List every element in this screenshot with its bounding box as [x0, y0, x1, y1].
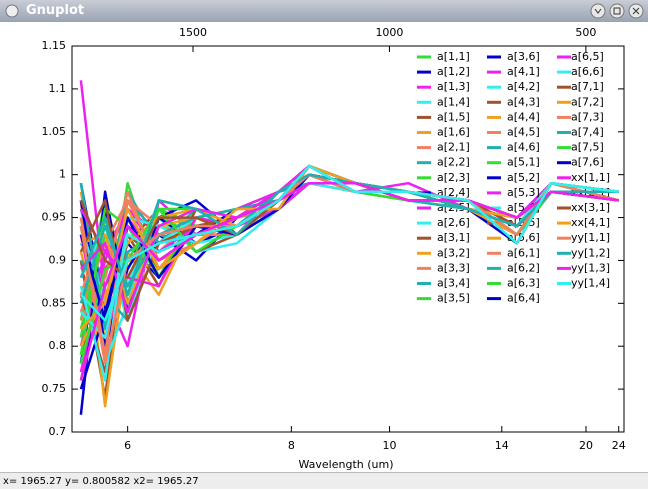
x-tick-label: 8 — [288, 439, 295, 452]
x-tick-label: 6 — [124, 439, 131, 452]
x2-tick-label: 1000 — [375, 26, 403, 39]
x-tick-label: 14 — [495, 439, 509, 452]
legend-label: a[7,5] — [571, 141, 604, 154]
legend-label: a[1,2] — [437, 65, 470, 78]
window-title: Gnuplot — [26, 3, 85, 18]
y-tick-label: 1.05 — [42, 125, 67, 138]
legend-label: a[4,6] — [507, 141, 540, 154]
legend-label: a[3,5] — [437, 292, 470, 305]
legend-label: yy[1,1] — [571, 231, 610, 244]
title-bar: Gnuplot — [0, 0, 648, 22]
legend-label: a[7,3] — [571, 110, 604, 123]
legend-label: a[6,2] — [507, 261, 540, 274]
y-tick-label: 1.1 — [49, 82, 67, 95]
plot-frame — [71, 45, 625, 433]
data-line — [79, 181, 619, 381]
x-tick-label: 24 — [612, 439, 626, 452]
legend-label: a[2,4] — [437, 186, 470, 199]
legend-label: a[5,1] — [507, 156, 540, 169]
y-tick-label: 0.7 — [49, 425, 67, 438]
legend-label: a[1,1] — [437, 50, 470, 63]
x2-tick-label: 1500 — [179, 26, 207, 39]
legend-label: a[4,4] — [507, 110, 540, 123]
legend-label: a[7,2] — [571, 95, 604, 108]
legend-label: xx[4,1] — [571, 216, 610, 229]
chart: Wavelength (um) 0.7 0.75 0.8 0.85 0.9 0.95 1 1.… — [42, 26, 626, 471]
legend-label: a[3,2] — [437, 246, 470, 259]
x-tick-label: 20 — [579, 439, 593, 452]
legend-label: a[2,3] — [437, 171, 470, 184]
legend-label: a[5,3] — [507, 186, 540, 199]
x-axis-label: Wavelength (um) — [298, 458, 393, 471]
legend-label: a[1,4] — [437, 95, 470, 108]
y-tick-label: 0.75 — [42, 382, 67, 395]
legend-label: yy[1,3] — [571, 261, 610, 274]
legend-label: a[7,1] — [571, 80, 604, 93]
legend-label: a[1,6] — [437, 126, 470, 139]
app-icon — [5, 4, 19, 18]
status-bar: x= 1965.27 y= 0.800582 x2= 1965.27 — [0, 472, 648, 489]
legend-label: a[1,5] — [437, 110, 470, 123]
legend-label: a[4,1] — [507, 65, 540, 78]
legend-label: xx[3,1] — [571, 201, 610, 214]
legend-label: a[3,3] — [437, 261, 470, 274]
legend-label: yy[1,4] — [571, 277, 610, 290]
legend-label: a[3,1] — [437, 231, 470, 244]
data-line — [79, 164, 619, 322]
legend-label: a[4,2] — [507, 80, 540, 93]
legend-label: a[6,5] — [571, 50, 604, 63]
y-tick-label: 0.85 — [42, 296, 67, 309]
legend-label: a[4,5] — [507, 126, 540, 139]
legend-label: a[3,6] — [507, 50, 540, 63]
x2-tick-label: 500 — [575, 26, 596, 39]
legend-label: a[7,4] — [571, 126, 604, 139]
y-tick-label: 0.95 — [42, 211, 67, 224]
legend-label: a[2,2] — [437, 156, 470, 169]
legend-label: yy[1,2] — [571, 246, 610, 259]
legend-label: a[7,6] — [571, 156, 604, 169]
legend-label: xx[1,1] — [571, 171, 610, 184]
y-tick-label: 1.15 — [42, 39, 67, 52]
y-tick-label: 0.8 — [49, 339, 67, 352]
legend-label: a[5,2] — [507, 171, 540, 184]
legend-label: a[6,1] — [507, 246, 540, 259]
data-line — [79, 173, 620, 365]
legend-label: a[6,4] — [507, 292, 540, 305]
legend-label: a[1,3] — [437, 80, 470, 93]
legend-label: a[3,4] — [437, 277, 470, 290]
window-buttons[interactable] — [588, 2, 648, 20]
legend-label: a[4,3] — [507, 95, 540, 108]
legend-label: a[2,6] — [437, 216, 470, 229]
y-tick-label: 0.9 — [49, 253, 67, 266]
legend-label: a[6,3] — [507, 277, 540, 290]
legend-label: a[6,6] — [571, 65, 604, 78]
x-tick-label: 10 — [383, 439, 397, 452]
y-tick-label: 1 — [59, 168, 66, 181]
legend-label: a[2,1] — [437, 141, 470, 154]
